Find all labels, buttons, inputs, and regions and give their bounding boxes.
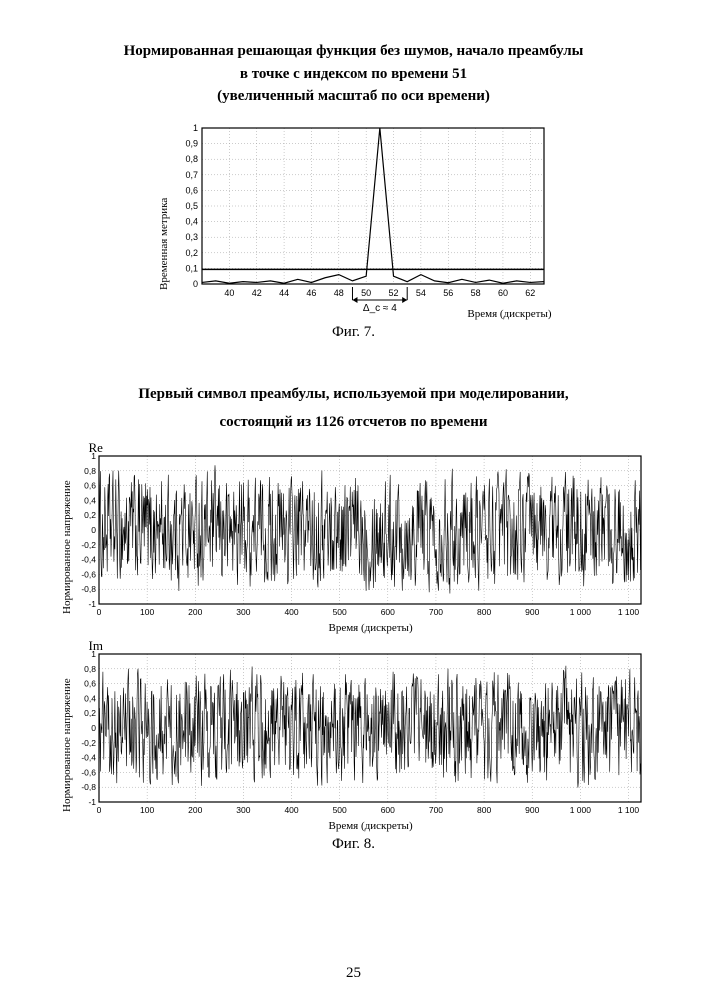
fig8-caption: Фиг. 8. [55,836,652,853]
svg-text:100: 100 [140,805,154,815]
svg-text:600: 600 [380,607,394,617]
svg-text:48: 48 [333,288,343,298]
svg-text:-0,8: -0,8 [81,584,96,594]
fig7-chart: 0 0,1 0,2 0,3 0,4 0,5 0,6 0,7 0,8 0,9 1 40 42 44 46 48 5… [154,118,554,318]
svg-text:-0,2: -0,2 [81,737,96,747]
svg-text:0: 0 [192,279,197,289]
svg-text:0,7: 0,7 [185,169,198,179]
svg-text:58: 58 [470,288,480,298]
svg-text:200: 200 [188,805,202,815]
svg-text:500: 500 [332,805,346,815]
svg-text:60: 60 [497,288,507,298]
svg-text:0,8: 0,8 [84,465,96,475]
fig8-re-label: Re [89,440,103,456]
svg-text:0,8: 0,8 [185,154,198,164]
fig8-re-xlabel: Время (дискреты) [329,622,413,634]
svg-text:0: 0 [91,525,96,535]
svg-text:0,8: 0,8 [84,663,96,673]
svg-text:0,3: 0,3 [185,232,198,242]
svg-text:40: 40 [224,288,234,298]
svg-text:1 000: 1 000 [569,607,591,617]
svg-text:500: 500 [332,607,346,617]
svg-text:-0,6: -0,6 [81,569,96,579]
svg-text:1: 1 [192,123,197,133]
svg-text:200: 200 [188,607,202,617]
svg-text:900: 900 [525,805,539,815]
svg-text:0,6: 0,6 [185,185,198,195]
fig8-title-line2: состоящий из 1126 отсчетов по времени [55,411,652,434]
svg-text:0: 0 [96,805,101,815]
svg-text:62: 62 [525,288,535,298]
svg-text:0: 0 [91,723,96,733]
fig8-im-svg: -1-0,8-0,6-0,4-0,200,20,40,60,8101002003… [59,642,649,830]
svg-text:-0,8: -0,8 [81,782,96,792]
fig7-caption: Фиг. 7. [55,324,652,341]
svg-text:0: 0 [96,607,101,617]
fig8-im-label: Im [89,638,103,654]
svg-text:0,4: 0,4 [185,216,198,226]
svg-text:1 100: 1 100 [617,607,639,617]
svg-text:44: 44 [279,288,289,298]
svg-text:50: 50 [361,288,371,298]
fig8-title-line1: Первый символ преамбулы, используемой пр… [55,383,652,406]
svg-text:0,2: 0,2 [84,510,96,520]
svg-text:0,4: 0,4 [84,693,96,703]
svg-text:-0,4: -0,4 [81,554,96,564]
svg-text:400: 400 [284,805,298,815]
svg-text:0,9: 0,9 [185,138,198,148]
svg-text:700: 700 [428,607,442,617]
fig8-title: Первый символ преамбулы, используемой пр… [55,383,652,434]
fig8-im-xlabel: Время (дискреты) [329,820,413,832]
svg-text:54: 54 [415,288,425,298]
fig7-title-line2: в точке с индексом по времени 51 [55,63,652,86]
svg-text:0,2: 0,2 [84,708,96,718]
svg-text:300: 300 [236,607,250,617]
svg-text:0,6: 0,6 [84,480,96,490]
svg-text:900: 900 [525,607,539,617]
fig7-xlabel: Время (дискреты) [467,308,551,320]
svg-text:600: 600 [380,805,394,815]
svg-text:-1: -1 [88,797,96,807]
svg-text:-1: -1 [88,599,96,609]
svg-text:800: 800 [476,805,490,815]
svg-text:0,2: 0,2 [185,247,198,257]
svg-text:42: 42 [251,288,261,298]
fig7-title-line3: (увеличенный масштаб по оси времени) [55,85,652,108]
fig8-re-chart: Re -1-0,8-0,6-0,4-0,200,20,40,60,8101002… [59,444,649,632]
svg-text:1 100: 1 100 [617,805,639,815]
svg-text:-0,4: -0,4 [81,752,96,762]
page-number: 25 [0,965,707,982]
svg-text:-0,2: -0,2 [81,539,96,549]
svg-text:1 000: 1 000 [569,805,591,815]
fig8-im-ylabel: Нормированное напряжение [61,678,73,812]
fig7-svg: 0 0,1 0,2 0,3 0,4 0,5 0,6 0,7 0,8 0,9 1 40 42 44 46 48 5… [154,118,554,318]
svg-text:0,1: 0,1 [185,263,198,273]
svg-text:700: 700 [428,805,442,815]
svg-text:46: 46 [306,288,316,298]
svg-text:400: 400 [284,607,298,617]
fig8-re-ylabel: Нормированное напряжение [61,480,73,614]
fig8-im-chart: Im -1-0,8-0,6-0,4-0,200,20,40,60,8101002… [59,642,649,830]
svg-text:Δ_c ≈ 4: Δ_c ≈ 4 [362,303,396,314]
svg-text:0,4: 0,4 [84,495,96,505]
svg-text:100: 100 [140,607,154,617]
svg-text:56: 56 [443,288,453,298]
fig7-ylabel: Временная метрика [158,197,170,289]
svg-text:-0,6: -0,6 [81,767,96,777]
fig8-re-svg: -1-0,8-0,6-0,4-0,200,20,40,60,8101002003… [59,444,649,632]
svg-text:300: 300 [236,805,250,815]
svg-text:0,6: 0,6 [84,678,96,688]
fig7-title-line1: Нормированная решающая функция без шумов… [55,40,652,63]
svg-text:52: 52 [388,288,398,298]
fig7-title: Нормированная решающая функция без шумов… [55,40,652,108]
svg-text:800: 800 [476,607,490,617]
svg-text:0,5: 0,5 [185,201,198,211]
